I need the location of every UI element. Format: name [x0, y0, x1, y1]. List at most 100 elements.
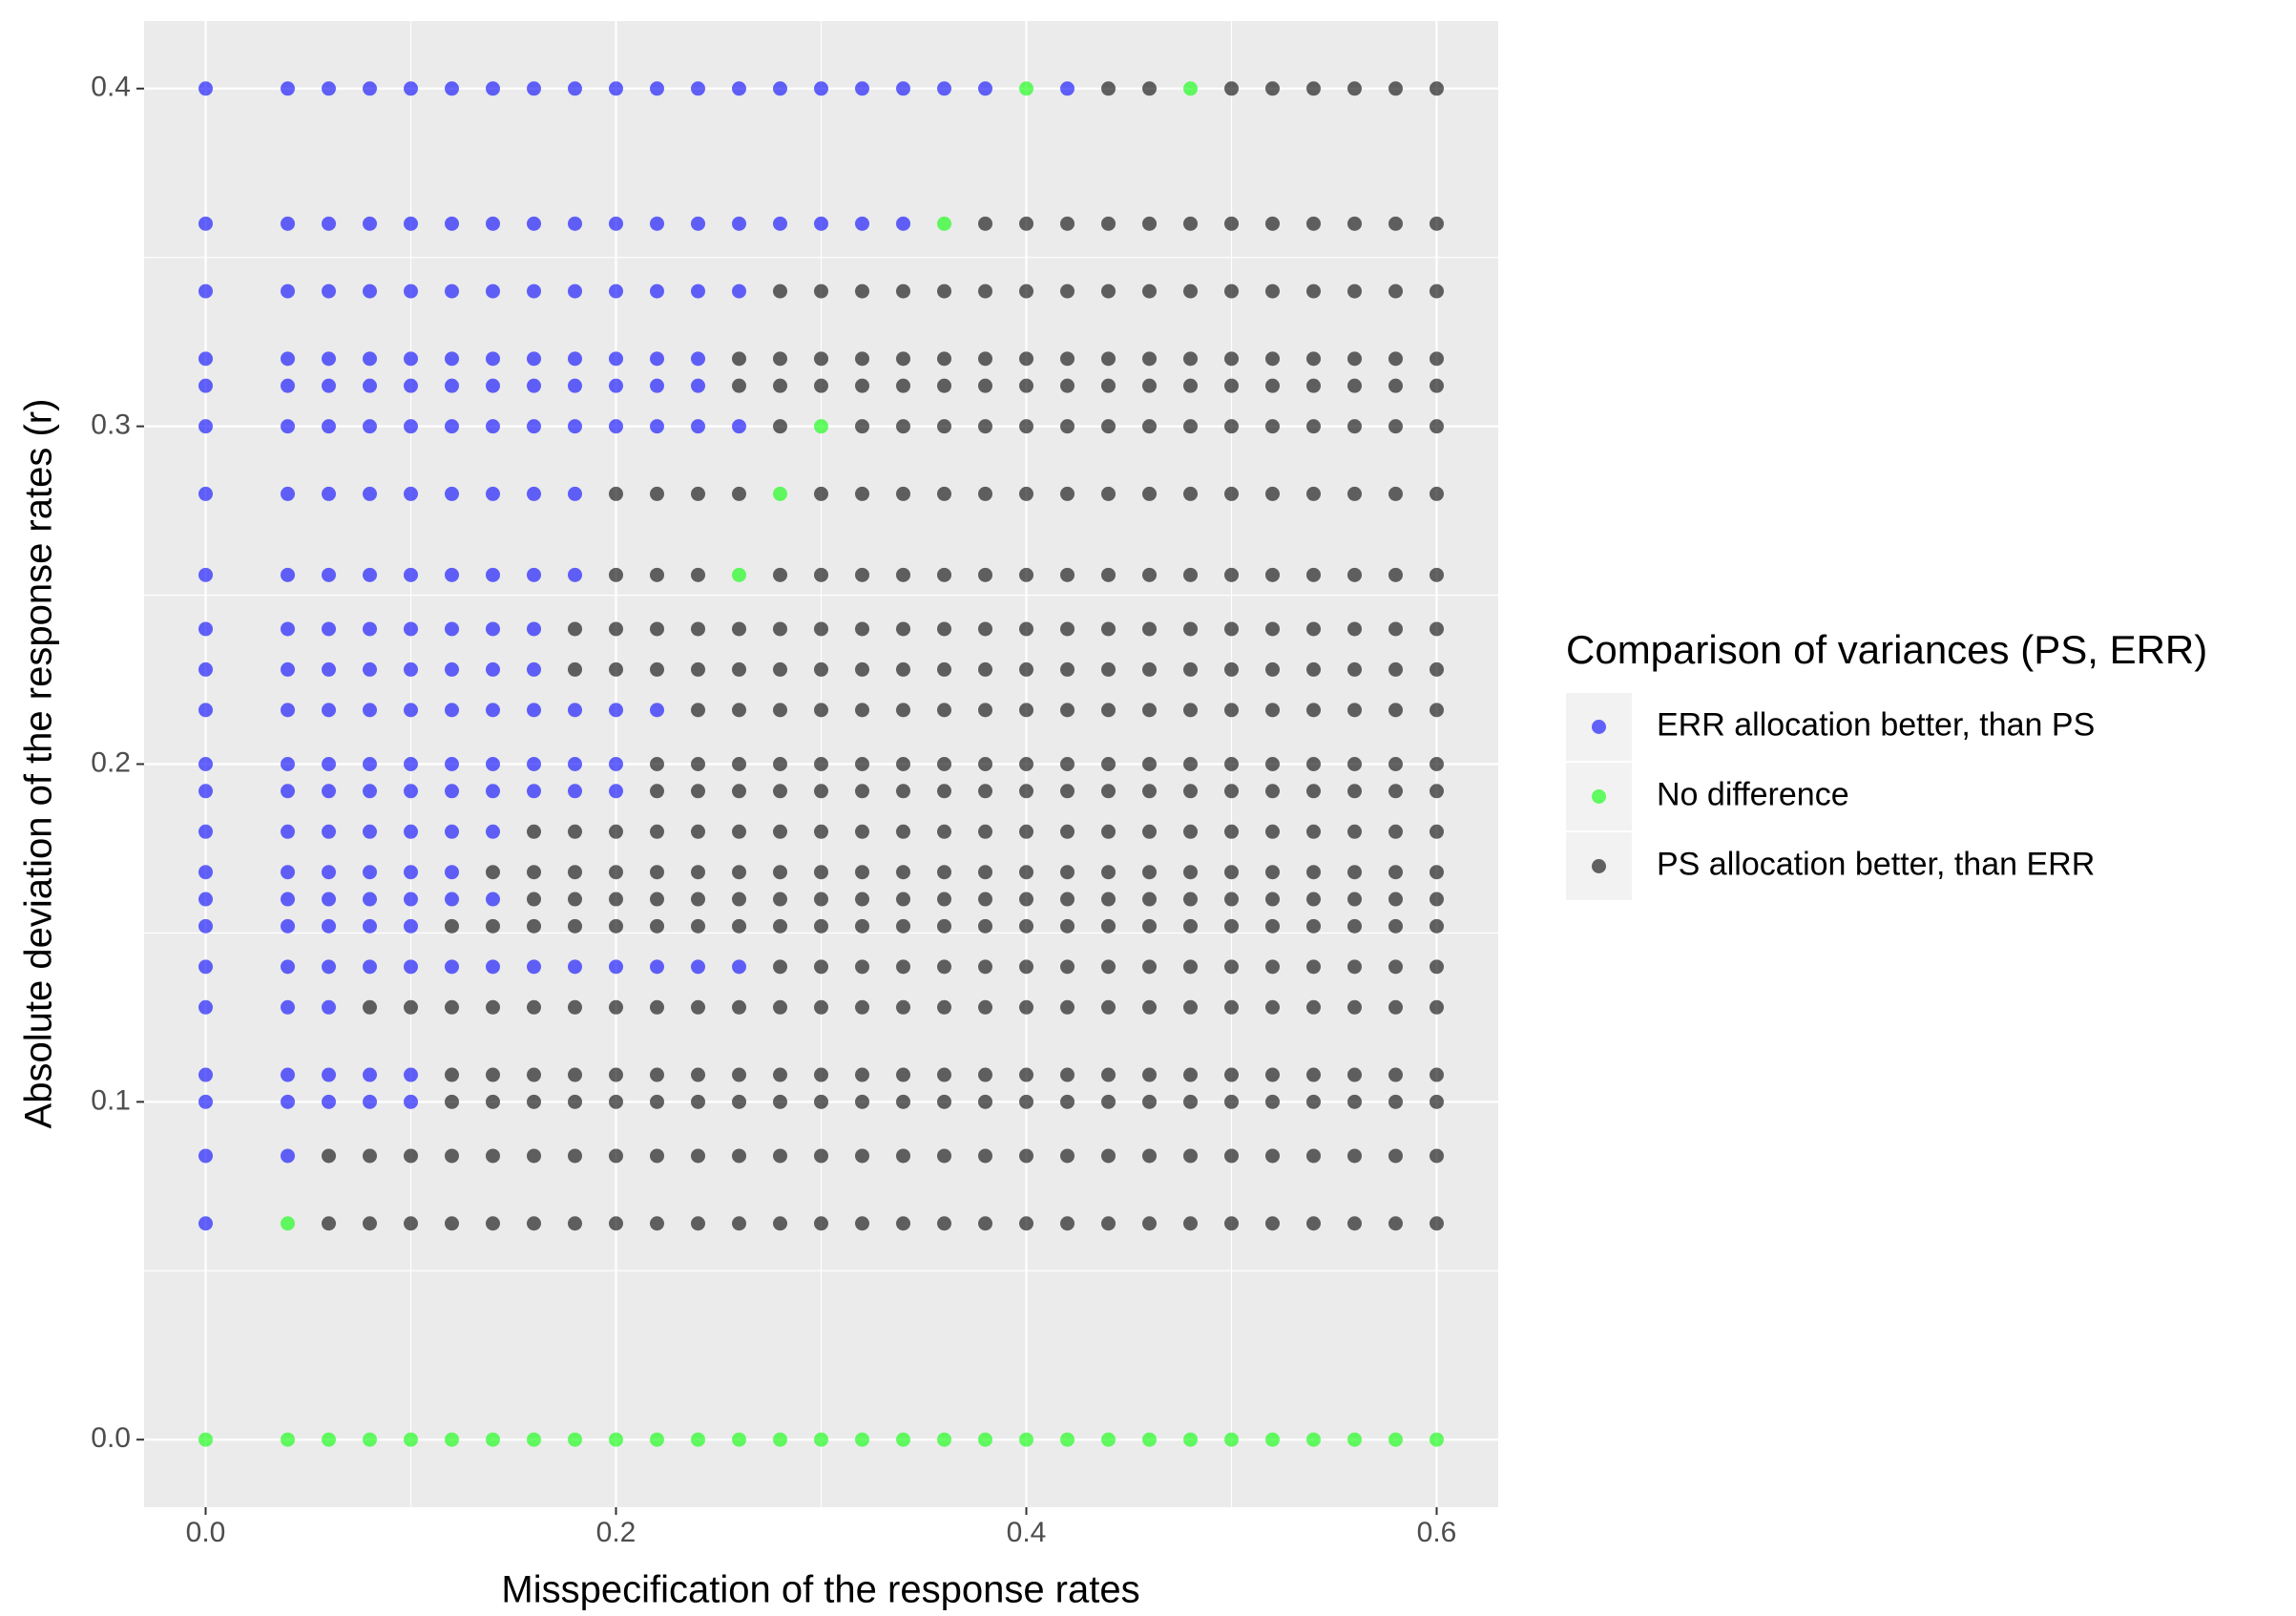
point	[814, 1432, 828, 1447]
point	[1101, 216, 1116, 231]
point	[198, 1094, 213, 1109]
point	[322, 1216, 336, 1231]
point	[937, 567, 951, 582]
point	[1306, 1432, 1321, 1447]
point	[404, 567, 418, 582]
point	[1101, 757, 1116, 771]
point	[1306, 661, 1321, 677]
point	[855, 419, 869, 434]
point	[1060, 351, 1075, 367]
point	[978, 1067, 992, 1082]
point	[650, 1067, 664, 1082]
point	[1265, 1432, 1280, 1447]
point	[609, 216, 623, 231]
point	[1224, 1148, 1239, 1164]
point	[322, 621, 336, 637]
point	[1224, 81, 1239, 96]
point	[1347, 1148, 1362, 1164]
point	[1306, 567, 1321, 582]
point	[1306, 1094, 1321, 1109]
point	[363, 419, 377, 434]
point	[609, 283, 623, 299]
point	[814, 81, 828, 96]
point	[896, 1067, 910, 1082]
point	[814, 567, 828, 582]
point	[1019, 351, 1033, 367]
point	[773, 784, 787, 799]
point	[691, 959, 705, 975]
point	[609, 892, 623, 907]
point	[1101, 351, 1116, 367]
point	[1183, 757, 1198, 771]
point	[1347, 351, 1362, 367]
point	[1060, 486, 1075, 501]
point	[1265, 865, 1280, 880]
point	[814, 216, 828, 231]
point	[896, 703, 910, 718]
point	[814, 824, 828, 839]
point	[445, 959, 459, 975]
point	[527, 486, 541, 501]
point	[1265, 703, 1280, 718]
point	[978, 378, 992, 393]
point	[814, 892, 828, 907]
point	[281, 81, 295, 96]
point	[568, 1067, 582, 1082]
point	[527, 824, 541, 839]
point	[281, 703, 295, 718]
point	[1388, 959, 1403, 975]
point	[1224, 757, 1239, 771]
point	[1430, 999, 1444, 1015]
point	[855, 378, 869, 393]
point	[322, 959, 336, 975]
point	[978, 1148, 992, 1164]
point	[445, 824, 459, 839]
point	[1388, 757, 1403, 771]
point	[732, 1148, 746, 1164]
point	[855, 81, 869, 96]
point	[1183, 703, 1198, 718]
point	[609, 824, 623, 839]
point	[1347, 486, 1362, 501]
point	[691, 378, 705, 393]
point	[1388, 419, 1403, 434]
point	[1019, 703, 1033, 718]
point	[198, 757, 213, 771]
point	[650, 1216, 664, 1231]
point	[281, 1067, 295, 1082]
point	[1060, 757, 1075, 771]
point	[198, 999, 213, 1015]
point	[486, 1094, 500, 1109]
point	[896, 757, 910, 771]
point	[568, 757, 582, 771]
point	[773, 351, 787, 367]
point	[1430, 1148, 1444, 1164]
point	[773, 757, 787, 771]
point	[691, 1432, 705, 1447]
point	[1060, 703, 1075, 718]
point	[978, 892, 992, 907]
point	[198, 486, 213, 501]
point	[1224, 1432, 1239, 1447]
point	[1060, 661, 1075, 677]
point	[650, 757, 664, 771]
point	[363, 661, 377, 677]
point	[814, 621, 828, 637]
point	[1142, 486, 1157, 501]
point	[1388, 784, 1403, 799]
point	[1224, 784, 1239, 799]
point	[896, 419, 910, 434]
point	[1430, 1067, 1444, 1082]
point	[732, 703, 746, 718]
point	[609, 486, 623, 501]
point	[1060, 283, 1075, 299]
point	[1101, 1148, 1116, 1164]
point	[1183, 378, 1198, 393]
point	[1142, 378, 1157, 393]
point	[978, 486, 992, 501]
legend-symbol	[1592, 720, 1606, 734]
point	[609, 784, 623, 799]
point	[1019, 283, 1033, 299]
point	[527, 918, 541, 934]
point	[650, 81, 664, 96]
